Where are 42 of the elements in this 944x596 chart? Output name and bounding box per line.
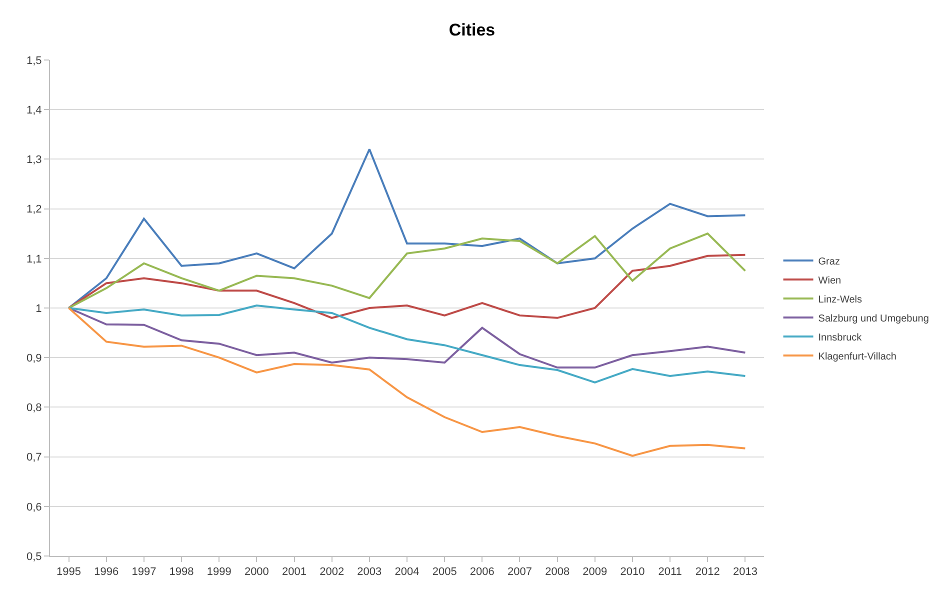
x-tick-label: 2001 [282,566,306,578]
chart-title: Cities [448,20,496,40]
x-tick-label: 2000 [244,566,269,578]
x-tick-label: 2002 [320,566,344,578]
y-tick-label: 0,7 [26,452,42,464]
x-tick-label: 2009 [582,566,608,578]
y-tick-label: 1,2 [26,204,42,216]
x-tick-label: 2012 [695,566,720,578]
x-tick-label: 1997 [132,566,156,578]
y-tick-label: 1,5 [26,54,42,67]
x-tick-label: 2011 [658,566,682,578]
legend-label: Graz [818,256,840,268]
line-series [68,307,746,457]
y-tick-label: 1,4 [26,104,42,116]
y-tick-label: 0,8 [26,402,42,414]
x-tick-label: 1996 [94,566,119,578]
x-tick-label: 2005 [432,566,457,578]
legend-label: Innsbruck [818,332,863,344]
line-series [68,304,746,384]
x-tick-label: 2008 [545,566,570,578]
y-tick-label: 0,9 [26,352,42,364]
x-tick-label: 1995 [56,566,82,578]
line-series [68,148,746,309]
legend-label: Klagenfurt-Villach [818,351,896,362]
legend-label: Wien [818,275,842,286]
x-tick-label: 1999 [206,566,232,578]
x-tick-label: 2013 [732,566,758,578]
x-tick-label: 2003 [357,566,382,578]
line-series [68,254,746,319]
x-tick-label: 1998 [169,566,194,578]
y-tick-label: 1,1 [26,253,42,266]
legend-label: Salzburg und Umgebung [818,313,929,324]
y-tick-label: 1,3 [26,154,42,166]
x-tick-label: 2006 [470,566,494,578]
line-series [68,232,746,309]
x-tick-label: 2010 [620,566,645,578]
y-tick-label: 1 [36,302,42,315]
y-tick-label: 0,5 [26,550,42,563]
y-tick-label: 0,6 [26,501,42,514]
x-tick-label: 2007 [508,566,532,578]
x-tick-label: 2004 [394,566,420,578]
legend-label: Linz-Wels [818,294,862,306]
